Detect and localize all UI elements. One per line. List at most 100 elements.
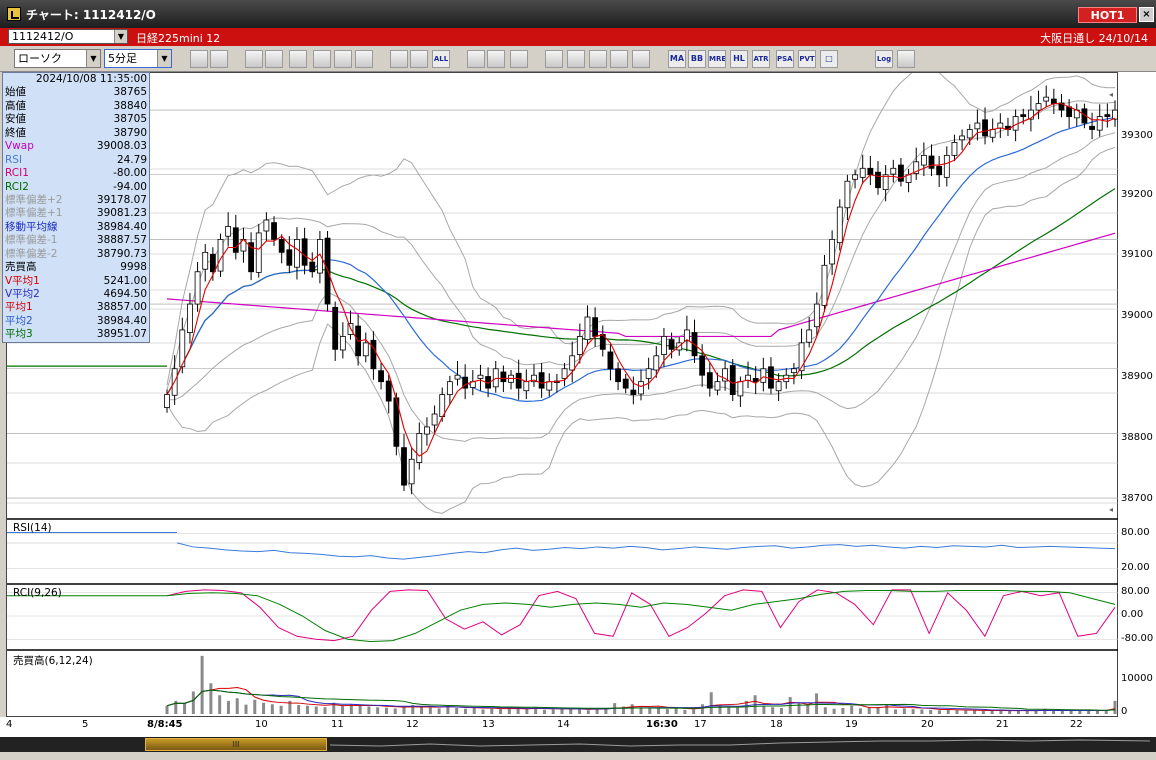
- volume-bar: [270, 704, 274, 714]
- cursor-icon[interactable]: [289, 50, 307, 68]
- info-row: 平均3 38951.07: [3, 328, 149, 341]
- info-row-label: RCI1: [5, 167, 29, 180]
- bb-button[interactable]: BB: [688, 50, 706, 68]
- time-tick: 21: [996, 719, 1009, 730]
- volume-bar: [648, 708, 652, 714]
- time-axis[interactable]: 4 5 8/8:45 10 11 12 13 14 16:30 17 18 19…: [0, 717, 1156, 737]
- volume-bar: [402, 706, 406, 714]
- undo-icon[interactable]: [313, 50, 331, 68]
- chart-canvas[interactable]: ◂◂: [7, 73, 1119, 718]
- all-button[interactable]: ALL: [432, 50, 450, 68]
- chevron-down-icon[interactable]: ▼: [157, 50, 171, 67]
- time-tick: 13: [482, 719, 495, 730]
- info-row: 平均1 38857.00: [3, 301, 149, 314]
- marker-icon[interactable]: [545, 50, 563, 68]
- candle-down: [1058, 102, 1065, 111]
- volume-panel-label: 売買高(6,12,24): [13, 655, 93, 667]
- chart-area[interactable]: ◂ ◂ RSI(14) RCI(9,26) 売買高(6,12,24): [6, 72, 1119, 718]
- candle-down: [706, 372, 713, 389]
- volume-bar: [411, 705, 415, 714]
- price-tick: 39200: [1121, 189, 1153, 200]
- candle-up: [179, 329, 186, 368]
- rci-panel-label: RCI(9,26): [13, 587, 62, 599]
- chart-type-value: ローソク: [18, 52, 62, 65]
- candle-icon[interactable]: [390, 50, 408, 68]
- volume-bar: [560, 708, 564, 714]
- price-axis[interactable]: 39300 39200 39100 39000 38900 38800 3870…: [1118, 72, 1156, 717]
- time-tick: 8/8:45: [147, 719, 183, 730]
- ma-button[interactable]: MA: [668, 50, 686, 68]
- volume-bar: [200, 655, 204, 714]
- symbol-header-bar: 1112412/O ▼ 日経225mini 12 大阪日通し 24/10/14: [0, 28, 1156, 46]
- symbol-select[interactable]: 1112412/O ▼: [8, 29, 128, 44]
- volume-tick: 10000: [1121, 673, 1153, 684]
- log-button[interactable]: Log: [875, 50, 893, 68]
- pen-icon[interactable]: [245, 50, 263, 68]
- mre-button[interactable]: MRE: [708, 50, 726, 68]
- axis-marker-icon: ◂: [1109, 505, 1113, 514]
- close-button[interactable]: ×: [1139, 7, 1154, 22]
- volume-bar: [1069, 710, 1073, 714]
- zoom-icon[interactable]: [190, 50, 208, 68]
- info-row-label: 売買高: [5, 261, 37, 274]
- candle-down: [1089, 125, 1095, 130]
- line-tool-icon[interactable]: [265, 50, 283, 68]
- window-icon[interactable]: [897, 50, 915, 68]
- hl-button[interactable]: HL: [730, 50, 748, 68]
- copy-icon[interactable]: [334, 50, 352, 68]
- atr-button[interactable]: ATR: [752, 50, 770, 68]
- info-row: V平均2 4694.50: [3, 288, 149, 301]
- rsi-tick: 20.00: [1121, 562, 1150, 573]
- info-row: 移動平均線 38984.40: [3, 221, 149, 234]
- window-titlebar: チャート: 1112412/O HOT1 ×: [0, 0, 1156, 28]
- volume-bar: [858, 708, 862, 714]
- volume-bar: [341, 706, 345, 714]
- candle-up: [989, 129, 996, 138]
- candle-up: [645, 368, 652, 379]
- candle-up: [561, 368, 568, 379]
- volume-bar: [621, 706, 625, 714]
- psar-button[interactable]: PSAR: [776, 50, 794, 68]
- candle-down: [309, 261, 316, 273]
- candle-up: [959, 135, 965, 141]
- volume-bar: [1078, 710, 1082, 714]
- info-row-label: 安値: [5, 113, 26, 126]
- volume-bar: [551, 709, 555, 714]
- volume-bar: [542, 709, 546, 714]
- volume-bar: [771, 707, 775, 714]
- candle-down: [592, 317, 599, 337]
- tools-icon[interactable]: [487, 50, 505, 68]
- chevron-down-icon[interactable]: ▼: [114, 30, 127, 43]
- volume-bar: [709, 692, 713, 714]
- vwap-line: [166, 232, 1116, 338]
- color-icon[interactable]: [510, 50, 528, 68]
- pvt-button[interactable]: PVT: [798, 50, 816, 68]
- time-tick: 10: [255, 719, 268, 730]
- volume-bar: [876, 707, 880, 714]
- chevron-down-icon[interactable]: ▼: [86, 50, 100, 67]
- volume-bar: [885, 704, 889, 714]
- candle-up: [775, 381, 782, 392]
- scroll-thumb[interactable]: III: [145, 738, 327, 751]
- frame-button[interactable]: □: [820, 50, 838, 68]
- disabled-icon[interactable]: [632, 50, 650, 68]
- volume-bar: [964, 710, 968, 714]
- chart-scrollbar[interactable]: III: [0, 737, 1156, 752]
- clear-icon[interactable]: [355, 50, 373, 68]
- candle-up: [362, 342, 369, 357]
- chart-type-select[interactable]: ローソク ▼: [14, 49, 101, 68]
- grid-icon[interactable]: [610, 50, 628, 68]
- candle-up: [882, 174, 889, 191]
- hot-button[interactable]: HOT1: [1078, 7, 1137, 23]
- volume-bar: [718, 704, 722, 714]
- candle-down: [271, 222, 277, 240]
- volume-bar: [490, 708, 494, 714]
- info-row-value: 38790: [113, 126, 147, 139]
- candle-fill-icon[interactable]: [410, 50, 428, 68]
- time-tick: 4: [6, 719, 13, 730]
- crosshair-icon[interactable]: [210, 50, 228, 68]
- indicator-icon[interactable]: [589, 50, 607, 68]
- search-chart-icon[interactable]: [567, 50, 585, 68]
- interval-select[interactable]: 5分足 ▼: [104, 49, 172, 68]
- settings-icon[interactable]: [467, 50, 485, 68]
